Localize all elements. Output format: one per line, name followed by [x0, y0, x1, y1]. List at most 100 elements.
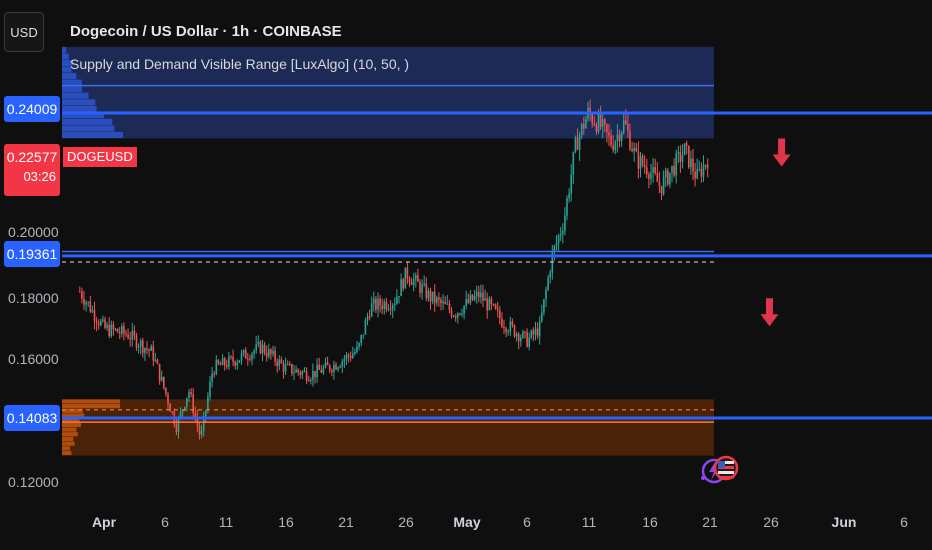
indicator-label[interactable]: Supply and Demand Visible Range [LuxAlgo… [70, 56, 410, 72]
currency-button[interactable]: USD [4, 12, 44, 52]
candle-body [671, 165, 673, 173]
candle-body [637, 151, 640, 169]
candle-body [522, 331, 524, 338]
candle-body [114, 329, 117, 331]
demand-zone [62, 399, 714, 456]
candle-body [475, 291, 478, 296]
lower-level-tag: 0.14083 [4, 405, 60, 431]
candle-body [662, 177, 665, 194]
candle-body [513, 325, 516, 337]
candle-body [91, 309, 94, 312]
candle-body [244, 350, 247, 359]
candle-body [394, 303, 396, 306]
candle-body [492, 304, 495, 306]
candle-body [429, 290, 432, 302]
demand-profile-bar [62, 450, 72, 456]
candle-body [648, 174, 650, 179]
candle-body [509, 321, 512, 332]
candle-body [236, 362, 239, 366]
candle-body [591, 114, 593, 124]
candle-body [698, 168, 701, 170]
candle-body [156, 359, 159, 364]
candle-body [431, 291, 434, 302]
candle-body [601, 119, 604, 127]
candle-body [528, 337, 530, 347]
candle-body [559, 233, 562, 236]
candle-body [295, 369, 297, 373]
y-tick-label: 0.12000 [8, 474, 59, 490]
candle-body [106, 325, 108, 328]
candle-body [160, 376, 163, 381]
candle-body [511, 321, 514, 326]
down-arrow-icon [760, 298, 779, 327]
candle-body [207, 396, 209, 411]
candle-body [179, 411, 182, 418]
candle-body [471, 294, 474, 300]
candle-body [242, 350, 245, 354]
candle-body [387, 308, 390, 310]
candle-body [465, 299, 467, 306]
candle-body [536, 328, 539, 337]
x-tick-label: Jun [831, 514, 857, 530]
candle-body [438, 297, 440, 300]
candle-body [186, 397, 188, 408]
candle-body [406, 267, 409, 279]
demand-profile-bar [62, 427, 77, 432]
candle-body [688, 145, 690, 168]
candle-body [692, 158, 694, 172]
candle-body [673, 165, 675, 176]
candle-body [595, 124, 598, 132]
candle-body [669, 172, 671, 185]
candle-body [427, 290, 430, 299]
candle-body [97, 322, 100, 326]
candle-body [425, 283, 428, 299]
candle-body [459, 313, 461, 315]
demand-profile-bar [62, 441, 75, 446]
x-tick-label: 16 [642, 514, 658, 530]
candle-body [494, 304, 497, 309]
candle-body [299, 372, 302, 375]
candle-body [234, 361, 236, 366]
candle-body [368, 316, 371, 318]
candle-body [217, 360, 220, 364]
events-badge-icon[interactable] [698, 452, 740, 488]
candle-body [572, 151, 575, 175]
supply-profile-bar [62, 112, 105, 119]
candle-body [452, 316, 455, 318]
demand-profile-bar [62, 432, 78, 437]
candle-body [629, 130, 631, 150]
candle-body [135, 335, 138, 348]
candle-body [79, 291, 81, 293]
candle-body [169, 403, 171, 412]
candle-body [576, 137, 579, 150]
x-tick-label: Apr [91, 514, 117, 530]
candle-body [641, 156, 644, 165]
candle-body [568, 193, 570, 199]
candle-body [377, 298, 379, 310]
candle-body [532, 330, 535, 335]
candle-body [249, 358, 251, 360]
candle-body [286, 363, 289, 365]
demand-profile-bar [62, 399, 120, 404]
candle-body [358, 343, 360, 347]
candle-body [520, 337, 522, 342]
candle-body [415, 275, 417, 280]
candle-body [478, 291, 480, 298]
candle-body [131, 330, 134, 340]
candle-body [284, 364, 287, 372]
candle-body [322, 367, 325, 373]
candle-body [412, 279, 415, 285]
candle-body [181, 409, 184, 412]
candle-body [251, 353, 253, 360]
candle-body [276, 361, 278, 367]
candle-body [282, 363, 285, 372]
candle-body [421, 284, 423, 293]
candle-body [685, 143, 688, 146]
candle-body [501, 318, 503, 327]
bar-countdown: 03:26 [23, 169, 56, 184]
candle-body [524, 331, 526, 333]
candle-body [320, 369, 323, 373]
candle-body [566, 198, 568, 216]
candle-body [436, 297, 438, 304]
